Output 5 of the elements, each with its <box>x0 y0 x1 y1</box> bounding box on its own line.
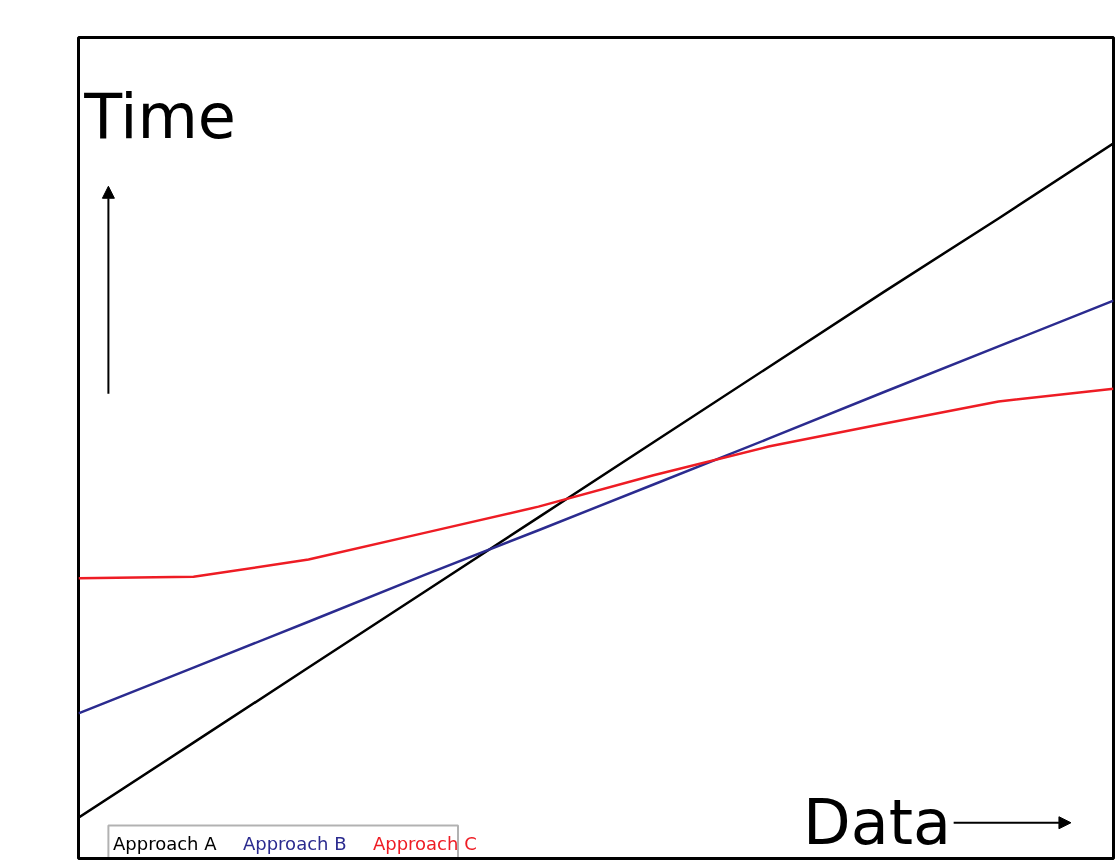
series-label: Approach A <box>113 833 218 855</box>
text: Approach B <box>242 833 347 855</box>
x-axis-title: Data <box>803 785 952 859</box>
y-axis-title: Time <box>83 80 236 154</box>
text: Approach C <box>372 833 477 855</box>
